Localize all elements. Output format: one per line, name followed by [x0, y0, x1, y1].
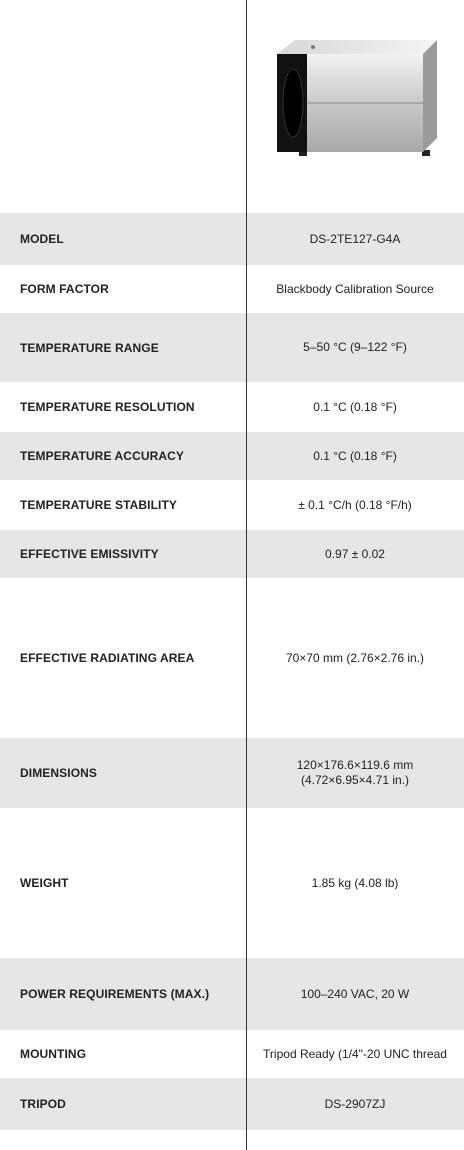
spec-label: DIMENSIONS: [20, 766, 98, 780]
spec-row: MOUNTING Tripod Ready (1/4"-20 UNC thread: [0, 1030, 464, 1078]
spec-label: WEIGHT: [20, 876, 69, 890]
spec-value: 5–50 °C (9–122 °F): [303, 340, 407, 354]
spec-value: DS-2TE127-G4A: [309, 231, 401, 246]
spec-label: EFFECTIVE RADIATING AREA: [20, 651, 195, 665]
spec-label: MOUNTING: [20, 1047, 87, 1061]
spec-value: 100–240 VAC, 20 W: [300, 986, 410, 1001]
spec-row: EFFECTIVE EMISSIVITY 0.97 ± 0.02: [0, 530, 464, 578]
spec-value: Tripod Ready (1/4"-20 UNC thread: [263, 1046, 447, 1061]
spec-value: 70×70 mm (2.76×2.76 in.): [285, 650, 425, 665]
spec-value: 0.97 ± 0.02: [325, 546, 385, 561]
spec-row: DIMENSIONS 120×176.6×119.6 mm (4.72×6.95×…: [0, 738, 464, 808]
spec-label: EFFECTIVE EMISSIVITY: [20, 547, 159, 561]
spec-value: DS-2907ZJ: [324, 1096, 386, 1111]
spec-row: MODEL DS-2TE127-G4A: [0, 213, 464, 265]
spec-row: TEMPERATURE ACCURACY 0.1 °C (0.18 °F): [0, 432, 464, 480]
spec-label: TRIPOD: [20, 1097, 66, 1111]
spec-value: Blackbody Calibration Source: [276, 281, 434, 296]
spec-value: ± 0.1 °C/h (0.18 °F/h): [298, 497, 412, 512]
spec-label: MODEL: [20, 232, 64, 246]
spec-value: 1.85 kg (4.08 lb): [311, 875, 399, 890]
spec-label: FORM FACTOR: [20, 282, 109, 296]
spec-label: POWER REQUIREMENTS (MAX.): [20, 987, 210, 1001]
spec-label: TEMPERATURE RESOLUTION: [20, 400, 195, 414]
spec-label: TEMPERATURE STABILITY: [20, 498, 177, 512]
column-divider: [246, 0, 247, 1150]
spec-row: TRIPOD DS-2907ZJ: [0, 1078, 464, 1130]
product-image: [277, 40, 437, 156]
spec-label: TEMPERATURE RANGE: [20, 340, 159, 355]
spec-value: 0.1 °C (0.18 °F): [313, 448, 397, 463]
spec-row: FORM FACTOR Blackbody Calibration Source: [0, 265, 464, 313]
spec-row: TEMPERATURE STABILITY ± 0.1 °C/h (0.18 °F…: [0, 480, 464, 530]
spec-row: POWER REQUIREMENTS (MAX.) 100–240 VAC, 20…: [0, 958, 464, 1030]
spec-label: TEMPERATURE ACCURACY: [20, 449, 184, 463]
spec-row: TEMPERATURE RANGE 5–50 °C (9–122 °F): [0, 313, 464, 382]
spec-value: 0.1 °C (0.18 °F): [313, 399, 397, 414]
spec-row: WEIGHT 1.85 kg (4.08 lb): [0, 808, 464, 958]
spec-value: 120×176.6×119.6 mm (4.72×6.95×4.71 in.): [296, 758, 414, 787]
spec-row: TEMPERATURE RESOLUTION 0.1 °C (0.18 °F): [0, 382, 464, 432]
spec-row: EFFECTIVE RADIATING AREA 70×70 mm (2.76×2…: [0, 578, 464, 738]
